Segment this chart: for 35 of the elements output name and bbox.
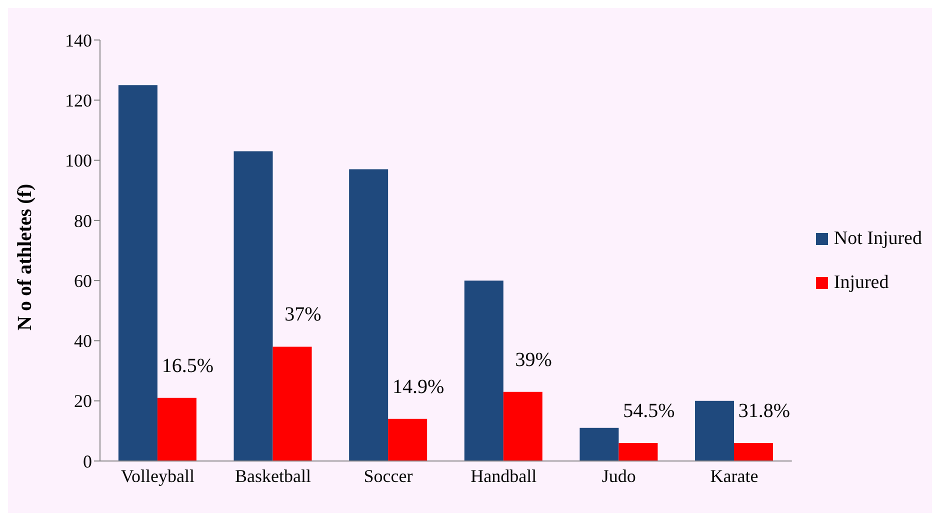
y-tick-label: 100 (65, 150, 92, 171)
bar (272, 346, 312, 461)
y-tick-label: 40 (74, 331, 92, 352)
y-tick-label: 0 (83, 451, 92, 472)
bar (464, 280, 504, 461)
bar (157, 398, 196, 461)
x-tick-label: Karate (710, 466, 758, 486)
bar (580, 428, 619, 461)
annotation: 54.5% (623, 400, 675, 422)
bar (618, 442, 658, 461)
annotation: 39% (515, 348, 552, 371)
annotation: 37% (284, 304, 322, 326)
x-tick-label: Volleyball (120, 466, 194, 486)
legend-label: Injured (834, 272, 889, 294)
bar (695, 400, 734, 461)
y-axis-title: N o of athletes (f) (14, 184, 36, 330)
annotation: 16.5% (162, 354, 214, 377)
bar (349, 169, 388, 461)
bar (388, 418, 428, 461)
bar (734, 442, 774, 461)
x-tick-label: Handball (470, 466, 537, 486)
x-tick-label: Basketball (234, 466, 311, 486)
y-tick-label: 140 (65, 30, 92, 50)
x-tick-label: Judo (602, 466, 636, 486)
annotation: 31.8% (738, 400, 790, 422)
annotation: 14.9% (392, 376, 444, 398)
x-tick-label: Soccer (364, 466, 413, 486)
legend-label: Not Injured (834, 228, 922, 250)
y-tick-label: 60 (74, 270, 92, 291)
y-tick-label: 20 (74, 391, 92, 412)
bar (118, 85, 158, 461)
bar (503, 392, 542, 461)
y-tick-label: 120 (65, 90, 92, 111)
y-tick-label: 80 (74, 210, 92, 231)
bar (234, 151, 273, 461)
